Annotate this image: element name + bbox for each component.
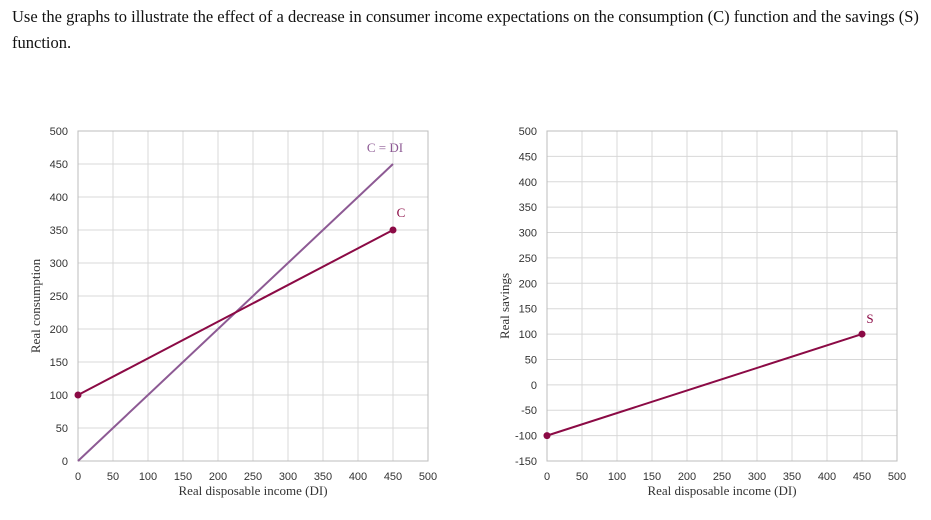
y-tick-label: 50	[56, 423, 68, 435]
y-tick-label: 500	[50, 126, 68, 138]
x-tick-label: 450	[853, 471, 871, 483]
y-tick-label: 400	[519, 177, 537, 189]
y-tick-label: 400	[50, 192, 68, 204]
y-axis-title: Real consumption	[28, 258, 43, 353]
y-tick-label: 300	[519, 228, 537, 240]
y-tick-label: 250	[519, 253, 537, 265]
x-tick-label: 150	[174, 471, 192, 483]
plot-frame	[546, 130, 898, 462]
x-tick-label: 200	[209, 471, 227, 483]
series-point-c[interactable]	[74, 391, 82, 399]
x-tick-label: 100	[608, 471, 626, 483]
y-tick-label: 100	[50, 390, 68, 402]
y-tick-label: 200	[519, 278, 537, 290]
y-tick-label: -50	[521, 405, 537, 417]
y-tick-label: 300	[50, 258, 68, 270]
y-tick-label: 0	[62, 456, 68, 468]
y-tick-label: 350	[519, 202, 537, 214]
x-tick-label: 300	[748, 471, 766, 483]
series-label-c-di: C = DI	[367, 140, 403, 155]
x-tick-label: 500	[888, 471, 906, 483]
y-tick-label: -100	[515, 431, 537, 443]
x-tick-label: 250	[713, 471, 731, 483]
y-axis-title: Real savings	[497, 273, 512, 339]
consumption-graph[interactable]: 0 50 100 150 200 250 300 350 400 450 500 0 50 100 150 2…	[28, 126, 437, 498]
x-tick-label: 50	[107, 471, 119, 483]
y-tick-label: 250	[50, 291, 68, 303]
series-line-c[interactable]	[77, 229, 394, 396]
x-axis-title: Real disposable income (DI)	[647, 483, 796, 498]
y-tick-label: 150	[50, 357, 68, 369]
y-tick-label: 200	[50, 324, 68, 336]
question-text: Use the graphs to illustrate the effect …	[12, 7, 919, 52]
y-tick-label: 500	[519, 126, 537, 138]
x-tick-label: 400	[818, 471, 836, 483]
x-tick-label: 100	[139, 471, 157, 483]
y-tick-label: 0	[531, 380, 537, 392]
series-point-c[interactable]	[389, 226, 397, 234]
y-tick-label: 450	[50, 159, 68, 171]
series-label-s: S	[866, 311, 873, 326]
y-tick-label: 350	[50, 225, 68, 237]
x-axis-title: Real disposable income (DI)	[178, 483, 327, 498]
x-tick-label: 200	[678, 471, 696, 483]
x-tick-label: 300	[279, 471, 297, 483]
y-tick-label: 450	[519, 151, 537, 163]
x-tick-label: 0	[544, 471, 550, 483]
y-tick-label: 150	[519, 304, 537, 316]
series-line-s[interactable]	[546, 333, 863, 437]
series-label-c: C	[397, 205, 406, 220]
x-tick-label: 150	[643, 471, 661, 483]
x-tick-label: 250	[244, 471, 262, 483]
x-tick-label: 350	[783, 471, 801, 483]
y-tick-label: -150	[515, 456, 537, 468]
x-tick-label: 50	[576, 471, 588, 483]
plot-frame	[77, 130, 429, 462]
savings-graph[interactable]: -150 -100 -50 0 50 100 150 200 250 300 350 400 450 50…	[497, 126, 906, 498]
series-point-s[interactable]	[543, 432, 551, 440]
x-tick-label: 350	[314, 471, 332, 483]
x-tick-label: 500	[419, 471, 437, 483]
x-tick-label: 400	[349, 471, 367, 483]
x-tick-label: 450	[384, 471, 402, 483]
x-tick-label: 0	[75, 471, 81, 483]
y-tick-label: 50	[525, 354, 537, 366]
y-tick-label: 100	[519, 329, 537, 341]
series-point-s[interactable]	[858, 330, 866, 338]
